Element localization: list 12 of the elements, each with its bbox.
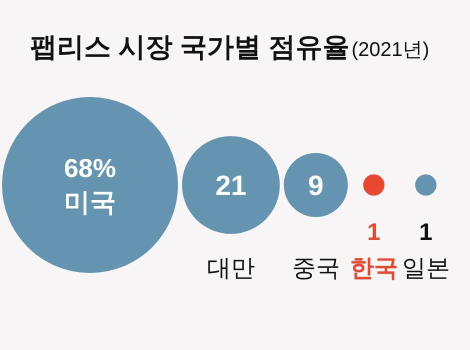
data-label: 21 [215,170,246,201]
category-label: 대만 [206,255,255,282]
data-label: 1 [367,219,381,246]
category-label: 일본 [402,255,450,282]
category-label: 미국 [64,187,116,217]
data-label: 68% [64,153,116,183]
data-label: 9 [308,170,324,201]
category-label: 한국 [350,255,398,282]
data-label: 1 [419,219,433,246]
text: (2021년) [352,39,430,61]
text: 팹리스 시장 국가별 점유율 [30,32,350,62]
category-label: 중국 [292,255,340,282]
